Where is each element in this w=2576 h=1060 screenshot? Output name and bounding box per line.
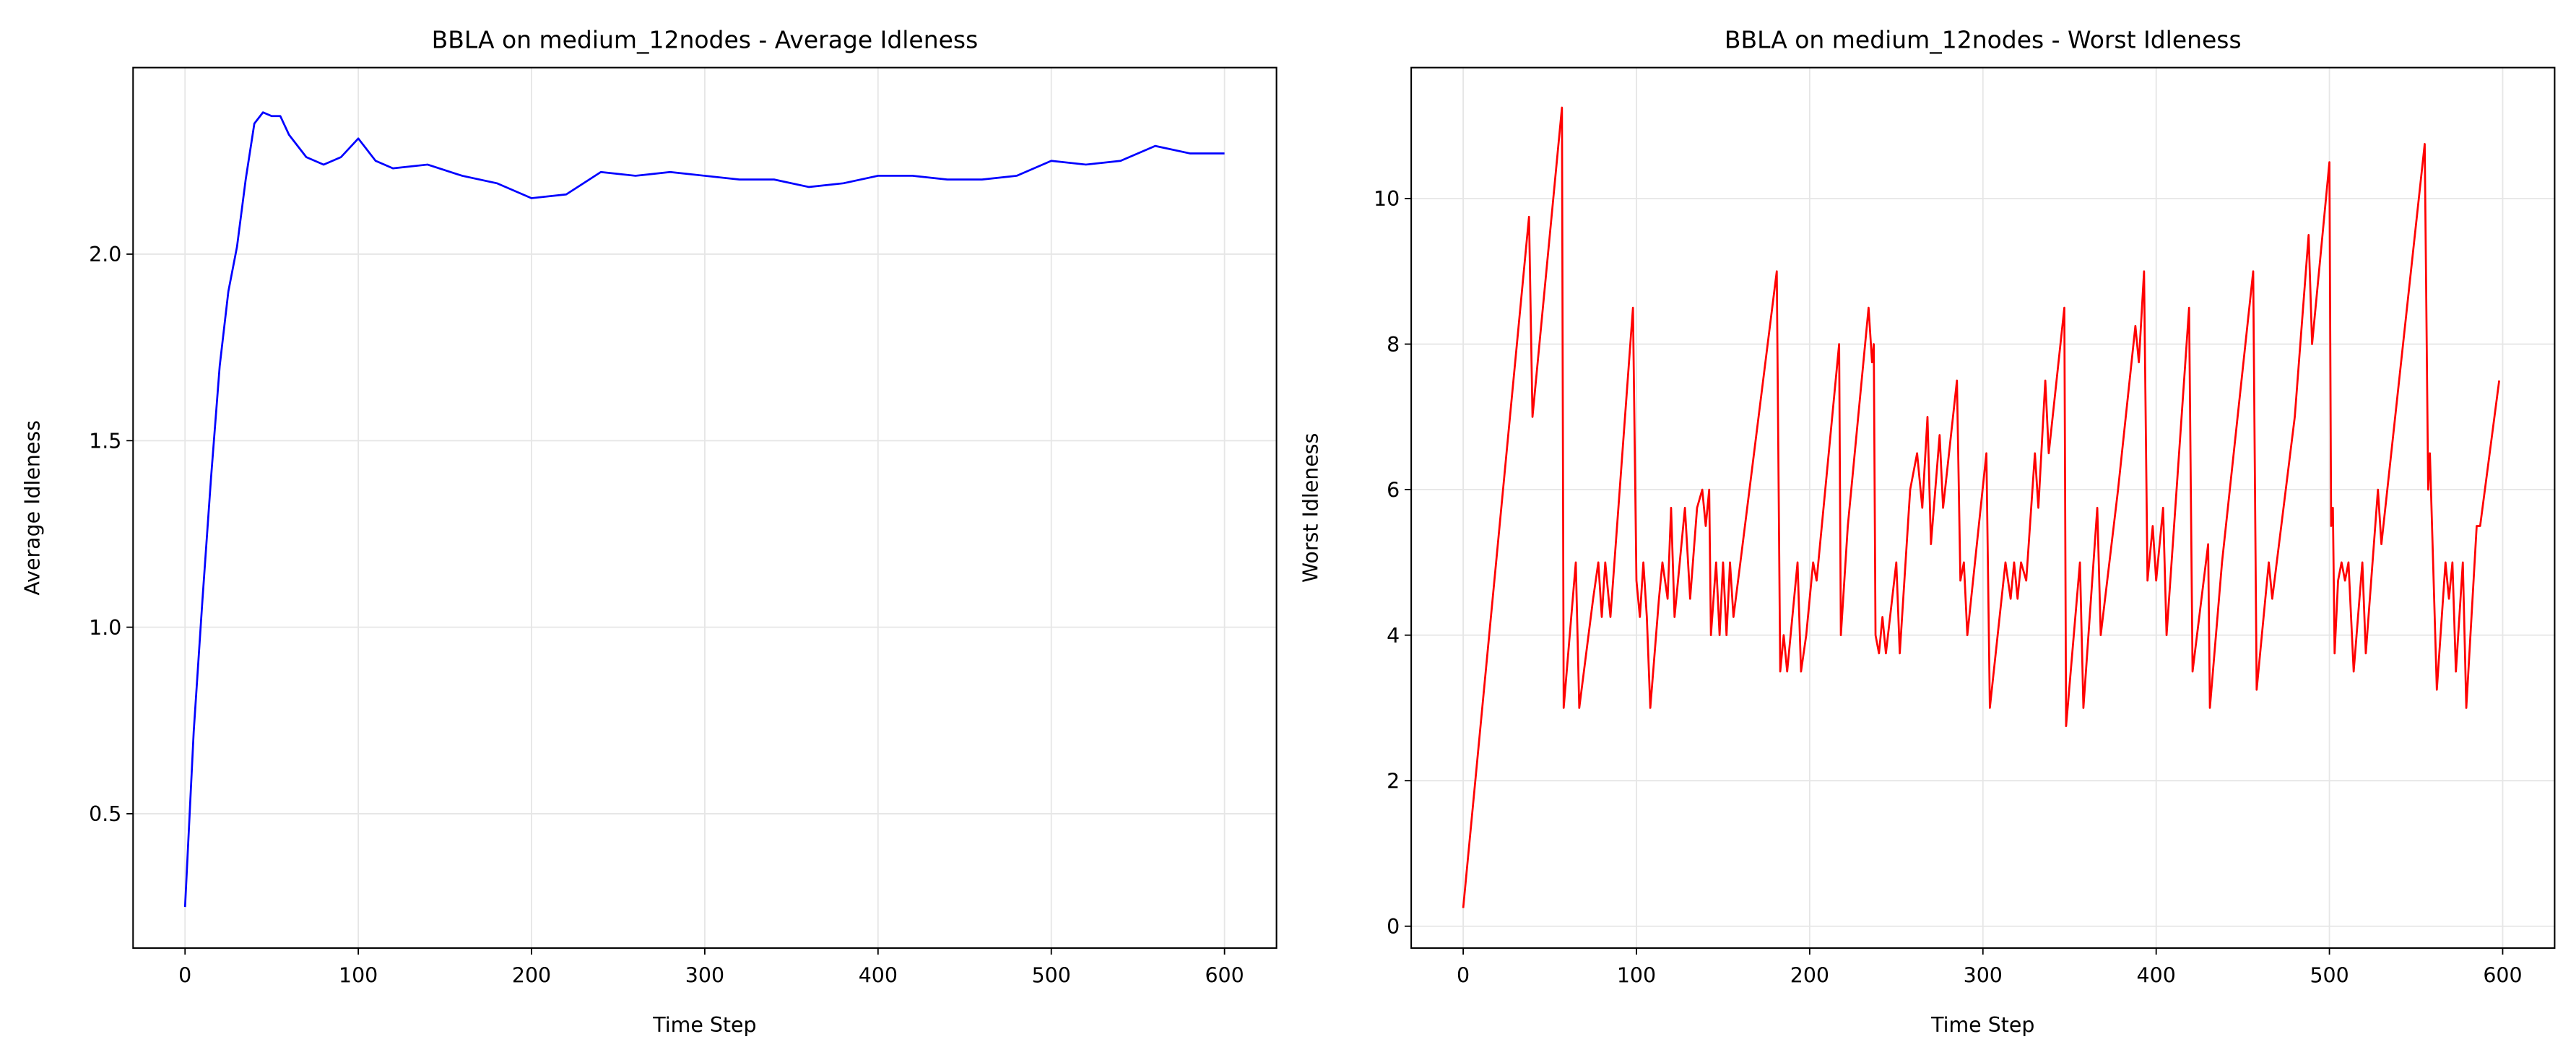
data-line <box>183 111 1225 908</box>
y-tick-label: 0.5 <box>89 802 121 826</box>
x-tick-label: 400 <box>2137 964 2176 988</box>
y-axis-label: Average Idleness <box>21 420 45 596</box>
y-tick-label: 2.0 <box>89 243 121 266</box>
data-line <box>1462 106 2501 908</box>
x-axis-label: Time Step <box>652 1013 756 1037</box>
plot-frame <box>1410 66 2556 949</box>
y-tick-label: 1.5 <box>89 430 121 453</box>
x-tick-label: 500 <box>2310 964 2349 988</box>
x-tick-label: 600 <box>1205 964 1244 988</box>
y-tick-label: 2 <box>1387 769 1400 793</box>
x-tick-label: 0 <box>1457 964 1470 988</box>
x-tick-label: 0 <box>178 964 191 988</box>
x-tick-label: 400 <box>859 964 898 988</box>
x-tick-label: 100 <box>339 964 378 988</box>
chart-title: BBLA on medium_12nodes - Average Idlenes… <box>432 25 979 53</box>
y-tick-label: 8 <box>1387 333 1400 357</box>
y-tick-label: 0 <box>1387 915 1400 939</box>
x-tick-label: 100 <box>1617 964 1656 988</box>
y-tick-label: 10 <box>1374 187 1400 211</box>
x-tick-label: 200 <box>512 964 551 988</box>
plot-frame <box>132 66 1278 949</box>
y-tick-label: 4 <box>1387 624 1400 648</box>
x-tick-label: 300 <box>685 964 724 988</box>
x-tick-label: 600 <box>2483 964 2522 988</box>
y-tick-label: 6 <box>1387 478 1400 502</box>
y-axis-label: Worst Idleness <box>1298 433 1322 583</box>
x-axis-label: Time Step <box>1930 1013 2034 1037</box>
y-tick-label: 1.0 <box>89 616 121 640</box>
x-tick-label: 300 <box>1964 964 2003 988</box>
x-tick-label: 500 <box>1032 964 1071 988</box>
chart-title: BBLA on medium_12nodes - Worst Idleness <box>1725 25 2242 53</box>
x-tick-label: 200 <box>1790 964 1829 988</box>
